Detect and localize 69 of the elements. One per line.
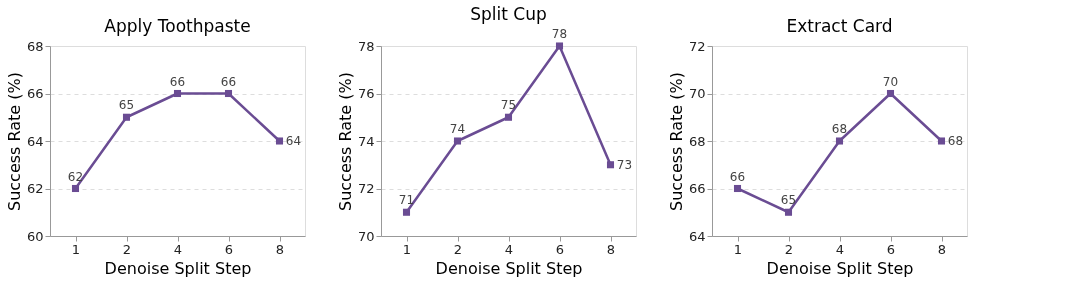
y-tick-label: 64 (688, 228, 706, 244)
point (173, 89, 182, 98)
y-tick-label: 62 (26, 181, 44, 196)
y-axis-title: Success Rate (%) (4, 72, 24, 211)
y-tick-label: 66 (688, 181, 706, 196)
point (275, 137, 284, 145)
point (606, 161, 615, 169)
y-tick-label: 68 (26, 38, 44, 54)
y-tick-label: 74 (357, 133, 375, 149)
point (402, 208, 411, 216)
y-tick-label: 66 (26, 86, 44, 101)
y-tick-label: 70 (688, 86, 706, 101)
point (835, 137, 844, 145)
point (504, 113, 513, 121)
point (733, 184, 742, 193)
data-label: 64 (285, 134, 302, 148)
x-tick-label: 6 (886, 241, 896, 257)
data-label: 65 (780, 193, 797, 208)
chart-title: Apply Toothpaste (104, 16, 251, 36)
point (784, 208, 793, 216)
point (122, 113, 131, 121)
x-tick-label: 1 (733, 241, 743, 257)
point (555, 42, 564, 50)
x-tick-label: 6 (224, 241, 234, 257)
x-axis-title: Denoise Split Step (435, 258, 583, 278)
y-axis-title: Success Rate (%) (335, 72, 355, 211)
y-tick-label: 78 (357, 38, 375, 54)
data-label: 68 (831, 122, 848, 136)
y-axis-title: Success Rate (%) (666, 72, 686, 211)
x-axis-title: Denoise Split Step (766, 258, 914, 278)
y-tick-label: 68 (688, 133, 706, 149)
x-tick-label: 4 (173, 241, 183, 257)
x-tick-label: 4 (835, 241, 845, 257)
y-tick-label: 70 (357, 228, 375, 244)
x-tick-label: 8 (937, 241, 947, 257)
point (453, 137, 462, 145)
y-tick-label: 76 (357, 86, 375, 101)
x-tick-label: 1 (402, 241, 412, 257)
chart-title: Split Cup (470, 4, 547, 24)
point (224, 89, 233, 98)
x-tick-label: 6 (555, 241, 565, 257)
data-label: 68 (947, 134, 964, 148)
x-axis-title: Denoise Split Step (104, 258, 252, 278)
data-label: 73 (616, 157, 633, 172)
data-label: 78 (551, 27, 568, 41)
x-tick-label: 2 (784, 241, 794, 257)
x-tick-label: 2 (453, 241, 463, 257)
data-label: 65 (118, 98, 135, 113)
data-label: 66 (220, 74, 237, 89)
y-tick-label: 72 (357, 181, 375, 196)
data-label: 75 (500, 98, 517, 113)
data-label: 74 (449, 122, 466, 136)
chart-title: Extract Card (786, 16, 893, 36)
x-tick-label: 4 (504, 241, 514, 257)
x-tick-label: 2 (122, 241, 132, 257)
x-tick-label: 8 (275, 241, 285, 257)
y-tick-label: 64 (26, 133, 44, 149)
x-tick-label: 1 (71, 241, 81, 257)
data-label: 62 (67, 169, 84, 184)
y-tick-label: 72 (688, 38, 706, 54)
point (937, 137, 946, 145)
point (886, 89, 895, 98)
data-label: 71 (398, 193, 415, 208)
x-tick-label: 8 (606, 241, 616, 257)
point (71, 184, 80, 193)
data-label: 66 (169, 74, 186, 89)
y-tick-label: 60 (26, 228, 44, 244)
data-label: 70 (882, 74, 899, 89)
data-label: 66 (729, 169, 746, 184)
